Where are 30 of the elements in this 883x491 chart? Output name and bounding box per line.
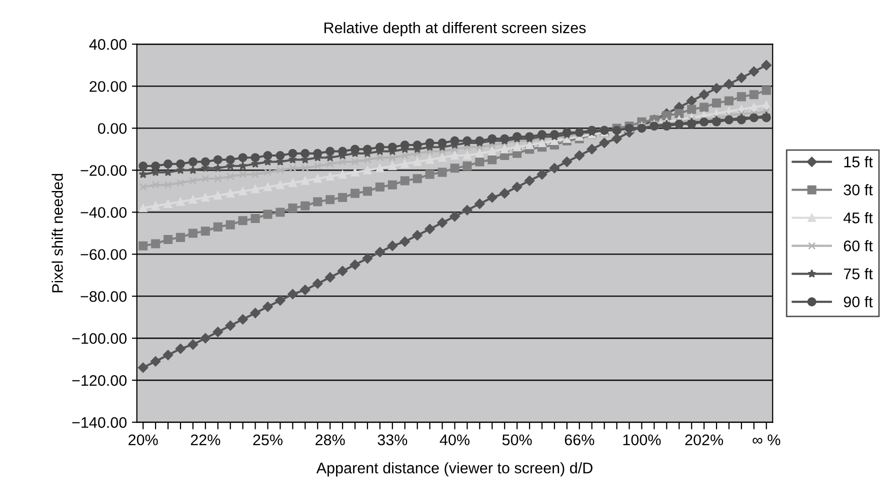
x-tick-label: ∞ % [752,434,780,446]
y-tick-label: −60.00 [80,249,127,260]
y-tick-label: 0.00 [98,123,127,134]
y-tick-label: −100.00 [72,333,127,344]
legend-label: 45 ft [844,212,873,224]
x-tick-label: 28% [316,434,345,446]
x-tick-label: 20% [128,434,158,446]
y-tick-label: −20.00 [80,165,127,176]
legend-label: 15 ft [844,156,873,168]
y-axis-title: Pixel shift needed [52,174,63,292]
y-tick-label: −120.00 [72,375,127,386]
x-tick-label: 202% [685,434,724,446]
legend-label: 60 ft [844,240,873,252]
x-tick-label: 33% [378,434,408,446]
x-tick-label: 22% [190,434,220,446]
y-tick-label: 40.00 [89,39,127,50]
y-tick-label: −140.00 [72,417,127,428]
legend-label: 30 ft [844,184,873,196]
legend-label: 90 ft [844,296,873,308]
x-tick-label: 100% [623,434,661,446]
x-tick-label: 50% [502,434,532,446]
x-axis-title: Apparent distance (viewer to screen) d/D [316,462,592,476]
y-tick-label: −80.00 [80,291,127,302]
legend-label: 75 ft [844,268,873,280]
chart-title: Relative depth at different screen sizes [324,22,586,36]
y-tick-label: −40.00 [80,207,127,218]
x-tick-label: 40% [440,434,470,446]
x-tick-label: 25% [253,434,283,446]
x-tick-label: 66% [564,434,594,446]
y-tick-label: 20.00 [90,81,127,92]
